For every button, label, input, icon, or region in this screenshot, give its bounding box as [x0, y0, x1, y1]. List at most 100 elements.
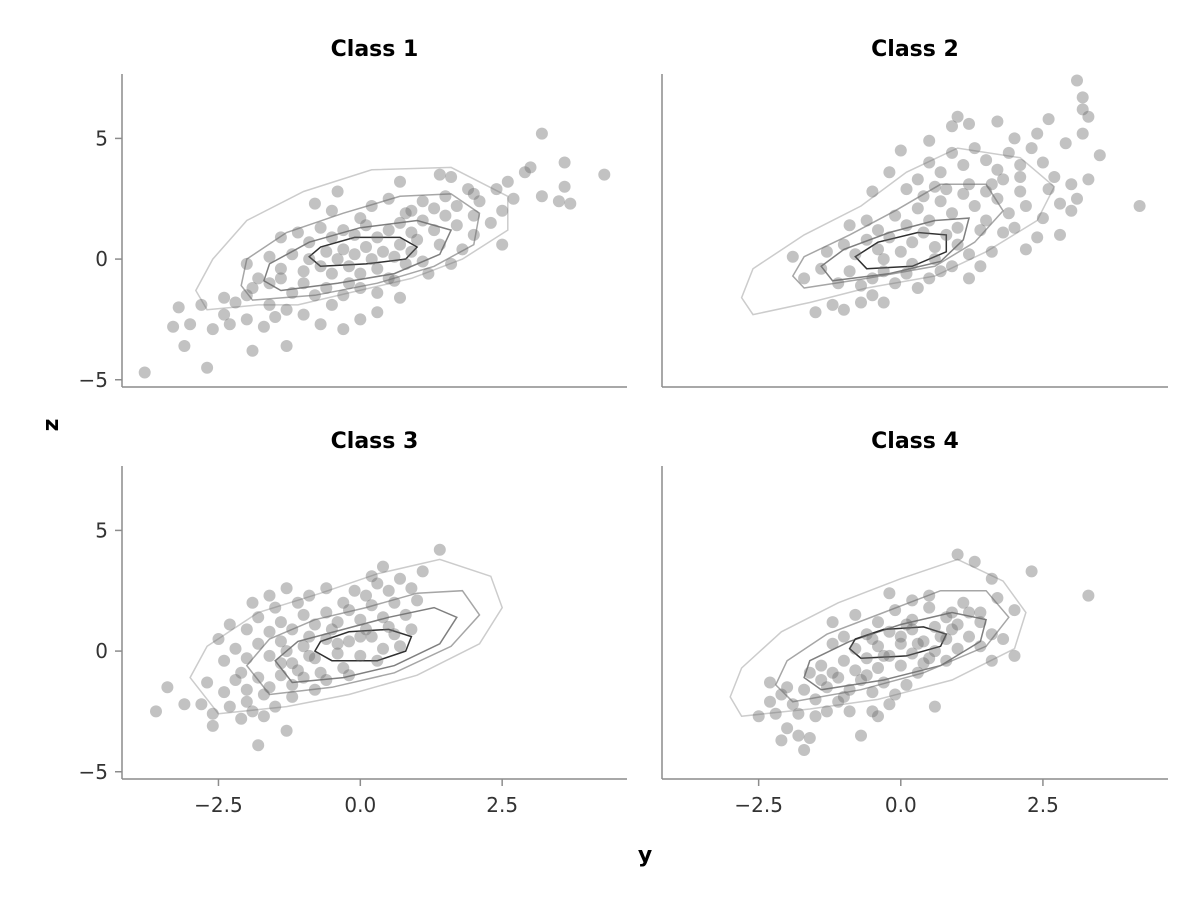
density-contour — [274, 606, 458, 684]
x-tick-label: 0.0 — [344, 793, 376, 817]
data-point — [985, 178, 998, 191]
data-point — [980, 154, 993, 167]
data-point — [235, 666, 248, 679]
data-point — [940, 183, 953, 196]
panel-title: Class 2 — [871, 37, 959, 62]
data-point — [325, 267, 338, 280]
data-point — [917, 226, 930, 239]
data-point — [286, 623, 299, 636]
density-contour — [803, 611, 988, 691]
data-point — [928, 241, 941, 253]
data-point — [872, 243, 884, 256]
data-point — [337, 243, 350, 256]
data-point — [354, 630, 367, 643]
data-point — [161, 681, 174, 694]
data-point — [1093, 149, 1106, 162]
data-point — [291, 664, 304, 677]
data-point — [195, 698, 208, 711]
data-point — [394, 640, 406, 653]
density-contour — [262, 219, 453, 292]
data-point — [274, 635, 287, 648]
data-point — [900, 267, 913, 280]
data-point — [781, 722, 794, 735]
data-point — [206, 719, 219, 732]
data-point — [206, 323, 219, 336]
data-point — [963, 272, 975, 285]
data-point — [1002, 146, 1015, 159]
data-point — [803, 732, 816, 744]
data-point — [399, 257, 412, 270]
data-point — [923, 589, 936, 602]
data-point — [291, 226, 304, 239]
data-point — [445, 257, 458, 270]
data-point — [974, 640, 987, 653]
data-point — [405, 226, 418, 239]
data-point — [917, 657, 930, 670]
density-contour — [740, 147, 1056, 316]
data-point — [883, 698, 896, 711]
data-point — [843, 683, 856, 696]
data-point — [325, 231, 338, 244]
data-point — [439, 190, 452, 203]
data-point — [883, 231, 896, 244]
data-point — [923, 601, 936, 614]
data-point — [860, 233, 873, 246]
data-point — [991, 192, 1004, 205]
data-point — [1076, 103, 1089, 116]
data-point — [286, 286, 299, 299]
data-point — [934, 265, 947, 278]
x-tick-label: 2.5 — [486, 793, 518, 817]
data-point — [894, 245, 907, 258]
data-point — [348, 228, 361, 241]
data-point — [218, 291, 231, 304]
data-point — [286, 248, 299, 261]
data-point — [1054, 228, 1066, 241]
data-point — [826, 666, 839, 679]
y-tick-label: 5 — [95, 126, 108, 150]
data-point — [1014, 171, 1027, 183]
data-point — [843, 219, 856, 232]
data-point — [1082, 589, 1095, 602]
data-point — [860, 669, 873, 682]
data-point — [985, 628, 998, 641]
data-point — [377, 245, 389, 258]
data-point — [1025, 565, 1038, 578]
data-point — [860, 652, 873, 665]
data-point — [365, 599, 378, 612]
data-point — [832, 695, 845, 708]
data-point — [348, 584, 361, 597]
density-contour — [313, 628, 413, 662]
data-point — [331, 616, 344, 629]
data-point — [422, 267, 435, 280]
data-point — [382, 584, 395, 597]
data-point — [314, 666, 327, 679]
data-point — [968, 142, 981, 155]
data-point — [1036, 212, 1049, 225]
data-point — [394, 175, 406, 188]
density-contour — [194, 166, 509, 311]
y-tick-label: 5 — [95, 518, 108, 542]
data-point — [218, 686, 231, 699]
data-point — [769, 707, 782, 720]
data-point — [911, 173, 924, 186]
data-point — [297, 640, 310, 653]
data-point — [371, 231, 384, 244]
data-point — [940, 611, 953, 624]
data-point — [411, 594, 424, 607]
data-point — [246, 344, 259, 357]
data-point — [274, 657, 287, 670]
data-point — [934, 195, 947, 208]
data-point — [900, 678, 913, 691]
data-point — [263, 250, 276, 263]
data-point — [849, 248, 862, 261]
data-point — [1065, 204, 1078, 217]
data-point — [252, 739, 265, 752]
data-point — [535, 190, 548, 203]
data-point — [997, 226, 1010, 239]
data-point — [428, 202, 441, 215]
data-point — [218, 308, 231, 321]
data-point — [167, 320, 180, 333]
data-point — [923, 156, 936, 169]
data-point — [781, 681, 794, 694]
data-point — [991, 115, 1004, 128]
